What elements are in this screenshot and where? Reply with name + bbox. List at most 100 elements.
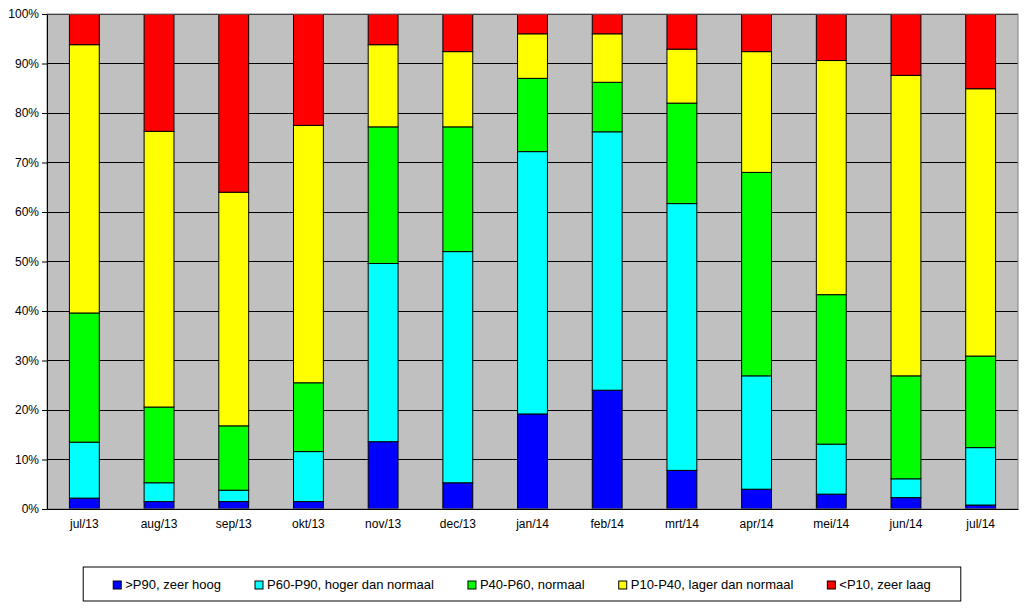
tick: 40% (15, 304, 47, 318)
tick-label: aug/13 (141, 517, 178, 531)
tick: 10% (15, 453, 47, 467)
bar-segment (742, 376, 772, 489)
legend-label: >P90, zeer hoog (125, 577, 221, 592)
bar-segment (293, 502, 323, 509)
bar-segment (69, 14, 99, 45)
tick: nov/13 (365, 509, 401, 531)
tick: apr/14 (740, 509, 774, 531)
legend-item: P60-P90, hoger dan normaal (255, 577, 434, 592)
bar-segment (891, 376, 921, 479)
bar-segment (816, 494, 846, 509)
tick-label: dec/13 (440, 517, 476, 531)
tick: okt/13 (292, 509, 325, 531)
tick-mark (42, 509, 47, 510)
bar-segment (144, 407, 174, 483)
bar-segment (518, 152, 548, 414)
tick-label: jan/14 (515, 517, 549, 531)
bar-segment (144, 502, 174, 509)
tick: 30% (15, 354, 47, 368)
plot-frame (47, 14, 1018, 509)
tick-label: jul/13 (69, 517, 99, 531)
bar-segment (592, 390, 622, 509)
bar-segment (592, 132, 622, 390)
legend-swatch (619, 581, 627, 589)
bar-segment (69, 45, 99, 313)
grid (47, 14, 1018, 509)
legend-label: P40-P60, normaal (480, 577, 585, 592)
tick-label: 100% (8, 7, 39, 21)
tick-label: 70% (15, 156, 39, 170)
bar-segment (966, 505, 996, 509)
tick: jul/14 (965, 509, 995, 531)
legend-swatch (255, 581, 263, 589)
bar-segment (667, 204, 697, 471)
series (69, 78, 995, 490)
tick: 80% (15, 106, 47, 120)
plot: 0%10%20%30%40%50%60%70%80%90%100%jul/13a… (8, 7, 1018, 530)
bar-segment (667, 49, 697, 103)
bar-segment (667, 14, 697, 49)
tick: 100% (8, 7, 47, 21)
bar-segment (293, 14, 323, 125)
bars (69, 14, 995, 509)
bar-segment (293, 452, 323, 502)
bar-segment (891, 479, 921, 498)
tick-mark (42, 410, 47, 411)
tick-mark (42, 113, 47, 114)
tick: feb/14 (591, 509, 625, 531)
bar-segment (368, 442, 398, 509)
bar-segment (966, 89, 996, 356)
legend-swatch (468, 581, 476, 589)
bar-segment (368, 45, 398, 127)
axis-line (48, 509, 1019, 510)
tick-label: 0% (22, 502, 40, 516)
tick-label: sep/13 (216, 517, 252, 531)
bar-segment (891, 75, 921, 375)
bar-segment (69, 313, 99, 442)
tick-mark (42, 460, 47, 461)
tick: jan/14 (515, 509, 549, 531)
bar-segment (816, 444, 846, 494)
tick-mark (42, 163, 47, 164)
chart: 0%10%20%30%40%50%60%70%80%90%100%jul/13a… (0, 0, 1024, 608)
bar-segment (219, 426, 249, 490)
tick-mark (42, 212, 47, 213)
bar-segment (144, 483, 174, 502)
bar-segment (742, 52, 772, 173)
legend-label: <P10, zeer laag (839, 577, 930, 592)
tick: 70% (15, 156, 47, 170)
bar-segment (966, 14, 996, 89)
tick: dec/13 (440, 509, 476, 531)
bar-segment (293, 383, 323, 452)
plot-background (47, 14, 1018, 509)
bar-segment (592, 34, 622, 83)
bar-segment (219, 502, 249, 509)
tick-mark (42, 311, 47, 312)
tick: mei/14 (813, 509, 849, 531)
legend-item: >P90, zeer hoog (113, 577, 221, 592)
tick: 0% (22, 502, 47, 516)
legend-item: P40-P60, normaal (468, 577, 585, 592)
tick: aug/13 (141, 509, 178, 531)
tick: sep/13 (216, 509, 252, 531)
tick-mark (42, 14, 47, 15)
legend-swatch (113, 581, 121, 589)
bar-segment (592, 14, 622, 34)
tick-label: 30% (15, 354, 39, 368)
bar-segment (144, 131, 174, 407)
bar-segment (816, 295, 846, 444)
bar-segment (667, 470, 697, 509)
tick: mrt/14 (665, 509, 699, 531)
tick: jul/13 (69, 509, 99, 531)
legend-label: P10-P40, lager dan normaal (631, 577, 794, 592)
bar-segment (966, 448, 996, 505)
legend-item: P10-P40, lager dan normaal (619, 577, 794, 592)
tick-label: 80% (15, 106, 39, 120)
y-axis: 0%10%20%30%40%50%60%70%80%90%100% (8, 7, 47, 516)
legend-item: <P10, zeer laag (827, 577, 930, 592)
legend-label: P60-P90, hoger dan normaal (267, 577, 434, 592)
bar-segment (293, 125, 323, 382)
bar-segment (443, 483, 473, 509)
bar-segment (368, 14, 398, 45)
tick: 90% (15, 57, 47, 71)
